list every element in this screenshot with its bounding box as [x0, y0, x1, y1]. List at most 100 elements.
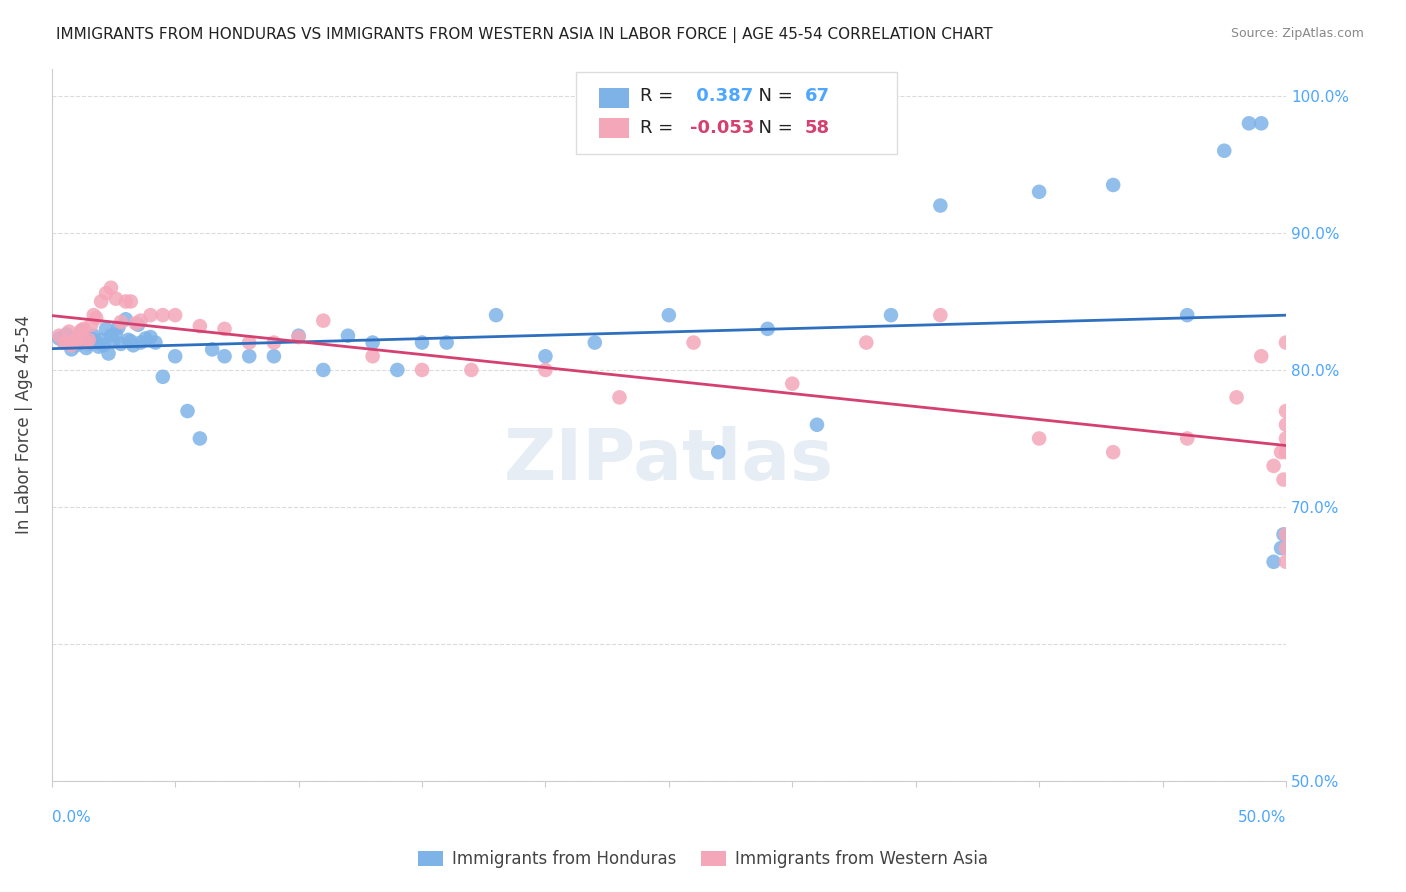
Text: IMMIGRANTS FROM HONDURAS VS IMMIGRANTS FROM WESTERN ASIA IN LABOR FORCE | AGE 45: IMMIGRANTS FROM HONDURAS VS IMMIGRANTS F…: [56, 27, 993, 43]
Point: [58, 337, 80, 351]
FancyBboxPatch shape: [576, 72, 897, 154]
Point: [1250, 349, 1272, 363]
Point: [361, 335, 384, 350]
Text: N =: N =: [747, 120, 799, 137]
Text: Source: ZipAtlas.com: Source: ZipAtlas.com: [1230, 27, 1364, 40]
Point: [387, 363, 409, 377]
Point: [1102, 445, 1125, 459]
Point: [1263, 555, 1285, 569]
Point: [238, 349, 260, 363]
Point: [1175, 432, 1198, 446]
Point: [1263, 458, 1285, 473]
Text: -0.053: -0.053: [690, 120, 754, 137]
Point: [100, 281, 122, 295]
Point: [90, 294, 112, 309]
Point: [756, 322, 779, 336]
Point: [55, 335, 77, 350]
Point: [929, 198, 952, 212]
Point: [152, 308, 174, 322]
Text: 0.0%: 0.0%: [52, 810, 90, 824]
Text: 67: 67: [804, 87, 830, 104]
Point: [460, 363, 482, 377]
Point: [1226, 390, 1249, 404]
Point: [139, 330, 162, 344]
Point: [188, 319, 211, 334]
Point: [1275, 555, 1298, 569]
Point: [287, 328, 309, 343]
Y-axis label: In Labor Force | Age 45-54: In Labor Force | Age 45-54: [15, 315, 32, 534]
Point: [287, 330, 309, 344]
Point: [135, 331, 157, 345]
Point: [214, 322, 236, 336]
Point: [263, 335, 285, 350]
Point: [53, 335, 76, 350]
Point: [1275, 404, 1298, 418]
Point: [94, 322, 117, 336]
Point: [145, 335, 167, 350]
Point: [127, 318, 149, 332]
Point: [100, 328, 122, 343]
Point: [77, 337, 100, 351]
Point: [707, 445, 730, 459]
Legend: Immigrants from Honduras, Immigrants from Western Asia: Immigrants from Honduras, Immigrants fro…: [412, 844, 994, 875]
Point: [1102, 178, 1125, 192]
Point: [1028, 185, 1050, 199]
Point: [1237, 116, 1260, 130]
Point: [1275, 335, 1298, 350]
Point: [73, 334, 96, 348]
Point: [110, 337, 132, 351]
Point: [87, 340, 110, 354]
Point: [124, 317, 146, 331]
Point: [120, 294, 142, 309]
Point: [485, 308, 508, 322]
Point: [114, 294, 136, 309]
Point: [411, 335, 433, 350]
Point: [63, 333, 86, 347]
Point: [107, 320, 129, 334]
Point: [75, 341, 97, 355]
Point: [80, 331, 103, 345]
Point: [201, 343, 224, 357]
Point: [97, 346, 120, 360]
Point: [1175, 308, 1198, 322]
Point: [84, 335, 107, 350]
Point: [65, 338, 87, 352]
Point: [238, 335, 260, 350]
Point: [80, 318, 103, 332]
Text: 0.387: 0.387: [690, 87, 754, 104]
Point: [55, 327, 77, 342]
Point: [58, 325, 80, 339]
Point: [1275, 432, 1298, 446]
Point: [139, 308, 162, 322]
Point: [609, 390, 631, 404]
Point: [214, 349, 236, 363]
Point: [188, 432, 211, 446]
Point: [880, 308, 903, 322]
Text: ZIPatlas: ZIPatlas: [503, 425, 834, 495]
Point: [1270, 541, 1292, 555]
Text: R =: R =: [641, 120, 679, 137]
Point: [53, 335, 76, 350]
Point: [336, 328, 359, 343]
Point: [1028, 432, 1050, 446]
Point: [114, 312, 136, 326]
Point: [780, 376, 803, 391]
Point: [534, 363, 557, 377]
Point: [104, 292, 127, 306]
Point: [60, 343, 83, 357]
Point: [152, 369, 174, 384]
Point: [411, 363, 433, 377]
Point: [70, 323, 93, 337]
Point: [263, 349, 285, 363]
Point: [129, 335, 152, 350]
Point: [103, 334, 125, 348]
Point: [83, 328, 105, 343]
Point: [1270, 445, 1292, 459]
Point: [48, 328, 70, 343]
Point: [75, 335, 97, 350]
Point: [583, 335, 606, 350]
Point: [1275, 445, 1298, 459]
Point: [1272, 527, 1295, 541]
Point: [165, 308, 187, 322]
Point: [90, 333, 112, 347]
